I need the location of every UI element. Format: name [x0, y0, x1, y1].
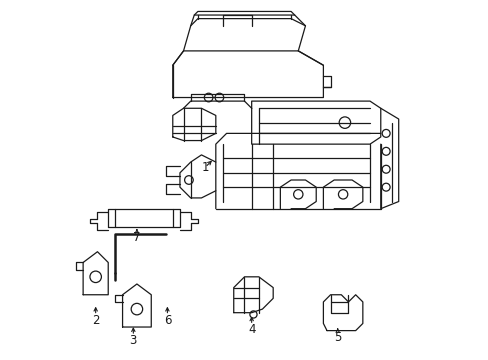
Text: 6: 6 [163, 314, 171, 327]
Text: 1: 1 [201, 161, 208, 174]
Text: 2: 2 [92, 314, 99, 327]
Text: 5: 5 [333, 330, 341, 343]
Text: 7: 7 [133, 231, 141, 244]
Text: 4: 4 [247, 323, 255, 336]
Text: 3: 3 [129, 334, 137, 347]
